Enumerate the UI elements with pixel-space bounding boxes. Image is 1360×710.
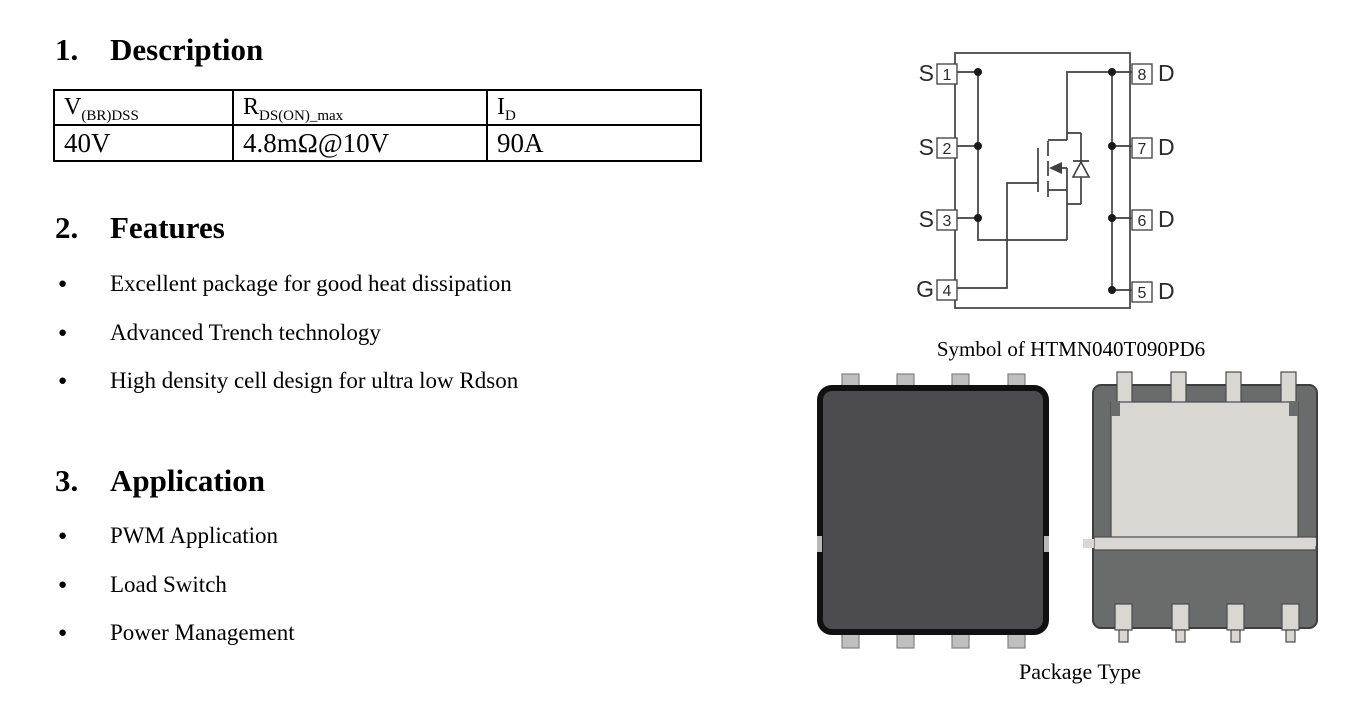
application-text: Load Switch [110, 572, 227, 597]
package-caption: Package Type [1018, 659, 1142, 684]
pin-number-7: 7 [1138, 141, 1147, 158]
pad-corner-notch [1289, 401, 1298, 416]
symbol-caption: Symbol of HTMN040T090PD6 [936, 337, 1206, 361]
symbol-package-outline [954, 52, 1131, 309]
section-heading-description: 1. Description [55, 33, 263, 67]
section-number: 3. [55, 463, 79, 498]
spec-header-rdson: RDS(ON)_max [232, 89, 488, 126]
feature-text: High density cell design for ultra low R… [110, 368, 519, 393]
feature-item: ● Excellent package for good heat dissipa… [58, 269, 658, 299]
bullet-icon: ● [58, 625, 68, 641]
application-item: ● PWM Application [58, 521, 658, 551]
pin-number-2: 2 [943, 141, 952, 158]
pin-boxes [936, 63, 1153, 303]
bullet-icon: ● [58, 528, 68, 544]
application-item: ● Load Switch [58, 570, 658, 600]
mosfet-symbol-diagram: S 1 S 2 S 3 G 4 8 D 7 D 6 D 5 D [916, 52, 1175, 309]
pin-letter-s3: S [919, 206, 934, 232]
bullet-icon: ● [58, 577, 68, 593]
application-item: ● Power Management [58, 618, 658, 648]
pin-number-5: 5 [1138, 285, 1147, 302]
package-top-view [817, 373, 1049, 649]
spec-value-id: 90A [486, 124, 702, 162]
section-heading-application: 3. Application [55, 464, 265, 498]
section-number: 2. [55, 210, 79, 245]
bullet-icon: ● [58, 373, 68, 389]
side-notch [1044, 536, 1049, 552]
side-notch [817, 536, 822, 552]
spec-table: V(BR)DSS RDS(ON)_max ID 40V 4.8mΩ@10V 90… [53, 89, 702, 162]
feature-text: Advanced Trench technology [110, 320, 381, 345]
spec-value-rdson: 4.8mΩ@10V [232, 124, 488, 162]
pin-letter-s1: S [919, 60, 934, 86]
pin-number-4: 4 [943, 283, 952, 300]
spec-header-vbrdss: V(BR)DSS [53, 89, 234, 126]
pin-number-1: 1 [943, 67, 952, 84]
spec-table-header-row: V(BR)DSS RDS(ON)_max ID [53, 89, 702, 126]
pin-letter-d8: D [1158, 60, 1175, 86]
schematic-wires [954, 52, 1133, 309]
feature-text: Excellent package for good heat dissipat… [110, 271, 512, 296]
spec-header-id: ID [486, 89, 702, 126]
pin-number-8: 8 [1138, 67, 1147, 84]
package-bottom-view [1083, 371, 1318, 643]
application-text: PWM Application [110, 523, 279, 548]
feature-item: ● High density cell design for ultra low … [58, 366, 658, 396]
spec-value-vbrdss: 40V [53, 124, 234, 162]
section-title: Features [110, 210, 225, 245]
pin-letter-d6: D [1158, 206, 1175, 232]
application-text: Power Management [110, 620, 295, 645]
bullet-icon: ● [58, 276, 68, 292]
pin-number-6: 6 [1138, 213, 1147, 230]
package-leads [1083, 371, 1317, 643]
pin-letter-d5: D [1158, 278, 1175, 304]
pin-letter-g4: G [916, 276, 934, 302]
mosfet-arrow-icon [1049, 162, 1062, 174]
package-molded-body [817, 385, 1049, 635]
pad-corner-notch [1111, 401, 1120, 416]
section-title: Description [110, 32, 264, 67]
bullet-icon: ● [58, 325, 68, 341]
feature-item: ● Advanced Trench technology [58, 318, 658, 348]
section-heading-features: 2. Features [55, 211, 225, 245]
section-number: 1. [55, 32, 79, 67]
pin-letter-s2: S [919, 134, 934, 160]
spec-table-value-row: 40V 4.8mΩ@10V 90A [53, 124, 702, 162]
section-title: Application [110, 463, 266, 498]
pin-letter-d7: D [1158, 134, 1175, 160]
body-diode-icon [1071, 160, 1091, 178]
pin-number-3: 3 [943, 213, 952, 230]
junction-dots [974, 68, 1116, 294]
